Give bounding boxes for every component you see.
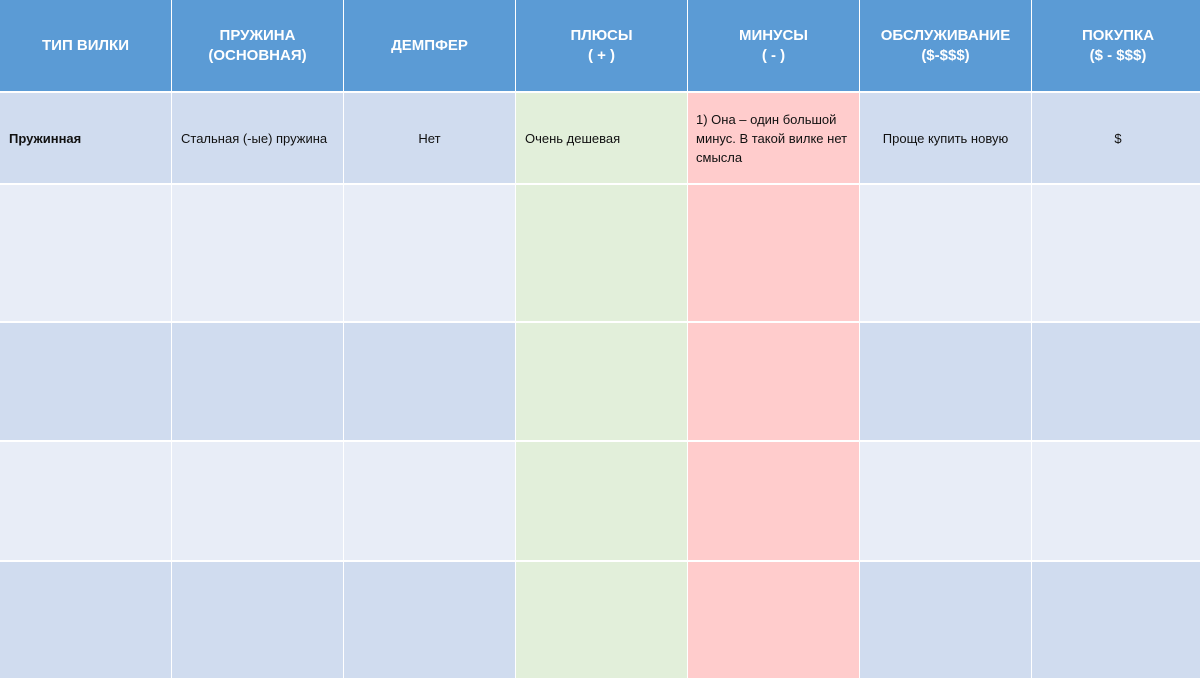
table-cell-damper: Нет [344, 93, 515, 183]
table-cell-damper [344, 442, 515, 560]
table-cell-purchase [1032, 442, 1200, 560]
table-cell-pros [516, 323, 687, 440]
table-cell-spring [172, 442, 343, 560]
table-cell-cons [688, 323, 859, 440]
table-cell-purchase [1032, 562, 1200, 678]
table-cell-fork-type: Пружинная [0, 93, 171, 183]
table-cell-damper [344, 185, 515, 321]
table-cell-fork-type [0, 323, 171, 440]
table-cell-cons [688, 562, 859, 678]
header-pros: ПЛЮСЫ ( + ) [516, 0, 687, 91]
header-purchase: ПОКУПКА ($ - $$$) [1032, 0, 1200, 91]
table-cell-damper [344, 562, 515, 678]
table-cell-fork-type [0, 442, 171, 560]
table-cell-spring [172, 323, 343, 440]
table-cell-maintenance [860, 323, 1031, 440]
table-cell-spring [172, 562, 343, 678]
table-cell-fork-type [0, 185, 171, 321]
table-cell-pros [516, 442, 687, 560]
table-cell-maintenance [860, 562, 1031, 678]
table-cell-purchase [1032, 323, 1200, 440]
header-maintenance: ОБСЛУЖИВАНИЕ ($-$$$) [860, 0, 1031, 91]
table-cell-pros: Очень дешевая [516, 93, 687, 183]
table-cell-maintenance [860, 442, 1031, 560]
table-cell-pros [516, 562, 687, 678]
header-spring: ПРУЖИНА (ОСНОВНАЯ) [172, 0, 343, 91]
table-cell-spring: Стальная (-ые) пружина [172, 93, 343, 183]
table-cell-maintenance: Проще купить новую [860, 93, 1031, 183]
header-fork-type: ТИП ВИЛКИ [0, 0, 171, 91]
table-cell-spring [172, 185, 343, 321]
table-cell-maintenance [860, 185, 1031, 321]
header-damper: ДЕМПФЕР [344, 0, 515, 91]
header-cons: МИНУСЫ ( - ) [688, 0, 859, 91]
table-cell-cons [688, 185, 859, 321]
table-cell-cons [688, 442, 859, 560]
table-cell-pros [516, 185, 687, 321]
table-cell-fork-type [0, 562, 171, 678]
table-cell-damper [344, 323, 515, 440]
table-cell-cons: 1) Она – один большой минус. В такой вил… [688, 93, 859, 183]
table-cell-purchase [1032, 185, 1200, 321]
table-cell-purchase: $ [1032, 93, 1200, 183]
